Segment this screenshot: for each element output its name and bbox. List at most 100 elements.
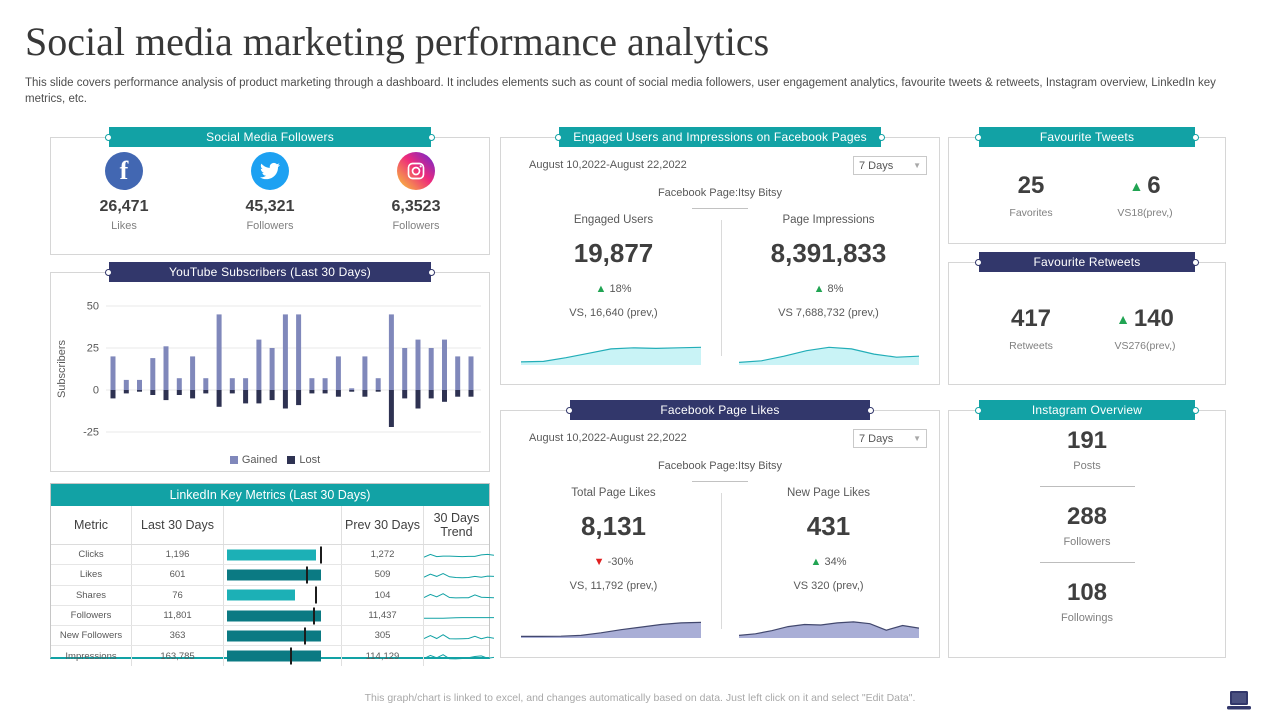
metric-name: New Followers bbox=[59, 630, 123, 642]
prev-30-days-value: 305 bbox=[341, 626, 423, 646]
trend-arrow-icon bbox=[596, 283, 610, 295]
instagram-overview-panel: Instagram Overview 191 Posts 288 Followers 1… bbox=[948, 400, 1226, 658]
metric-value: 8,391,833 bbox=[770, 238, 887, 268]
total-page-likes-metric: Total Page Likes 8,131 -30% VS, 11,792 (… bbox=[516, 487, 711, 592]
metric-value: 431 bbox=[806, 511, 851, 541]
instagram-stat-posts: 191 Posts bbox=[949, 427, 1225, 472]
vs-previous: VS276(prev,) bbox=[1114, 340, 1176, 352]
instagram-stat-followings: 108 Followings bbox=[949, 579, 1225, 624]
follower-label: Followers bbox=[246, 220, 294, 232]
metric-label: Followers bbox=[1063, 536, 1111, 548]
panel-header-favourite-retweets: Favourite Retweets bbox=[975, 252, 1199, 272]
prev-30-days-value: 1,272 bbox=[341, 545, 423, 565]
period-dropdown[interactable]: 7 Days ▼ bbox=[853, 429, 927, 448]
new-page-likes-metric: New Page Likes 431 34% VS 320 (prev,) bbox=[731, 487, 926, 592]
svg-text:Subscribers: Subscribers bbox=[56, 339, 68, 398]
period-dropdown[interactable]: 7 Days ▼ bbox=[853, 156, 927, 175]
table-row: New Followers 363 305 bbox=[51, 626, 494, 647]
handle-dot bbox=[105, 269, 112, 276]
page-impressions-metric: Page Impressions 8,391,833 8% VS 7,688,7… bbox=[731, 214, 926, 319]
trend-arrow-icon bbox=[811, 556, 825, 568]
delta-percent: 18% bbox=[609, 283, 632, 295]
linkedin-table-header: Metric Last 30 Days Prev 30 Days 30 Days Tr… bbox=[51, 506, 489, 545]
vs-previous: VS 7,688,732 (prev,) bbox=[778, 307, 879, 319]
trend-arrow-icon bbox=[1129, 178, 1147, 194]
last-30-days-value: 601 bbox=[131, 565, 223, 585]
panel-title: Favourite Tweets bbox=[1039, 130, 1135, 144]
table-row: Followers 11,801 11,437 bbox=[51, 605, 494, 627]
handle-dot bbox=[1192, 134, 1199, 141]
instagram-stat-followers: 288 Followers bbox=[949, 503, 1225, 548]
metric-value: 191 bbox=[1066, 427, 1108, 454]
chevron-down-icon: ▼ bbox=[913, 434, 921, 443]
vs-previous: VS, 11,792 (prev,) bbox=[569, 580, 658, 592]
new-page-likes-trend-chart bbox=[739, 621, 919, 638]
metric-name: Clicks bbox=[78, 549, 104, 561]
favourite-tweets-panel: Favourite Tweets 25 Favorites 6 VS18(pre… bbox=[948, 127, 1226, 244]
legend-label: Gained bbox=[241, 454, 278, 466]
metric-label: New Page Likes bbox=[786, 487, 871, 499]
legend-swatch bbox=[229, 456, 238, 464]
trend-sparkline bbox=[423, 565, 494, 585]
vs-previous: VS, 16,640 (prev,) bbox=[569, 307, 658, 319]
divider bbox=[692, 481, 748, 482]
linkedin-key-metrics-panel: LinkedIn Key Metrics (Last 30 Days) Metr… bbox=[50, 483, 494, 666]
metric-value: 8,131 bbox=[580, 511, 647, 541]
vs-previous: VS18(prev,) bbox=[1117, 207, 1173, 219]
instagram-icon bbox=[397, 152, 435, 190]
page-impressions-trend-chart bbox=[739, 346, 919, 365]
panel-title: LinkedIn Key Metrics (Last 30 Days) bbox=[169, 488, 371, 502]
table-row: Impressions 163,785 114,129 bbox=[51, 646, 494, 666]
favourite-retweets-panel: Favourite Retweets 417 Retweets 140 VS27… bbox=[948, 252, 1226, 385]
trend-sparkline bbox=[423, 626, 494, 646]
metric-value: 288 bbox=[1066, 503, 1108, 530]
retweets-count: 417 Retweets bbox=[971, 305, 1091, 352]
metric-label: Engaged Users bbox=[573, 214, 654, 226]
table-column-header: Last 30 Days bbox=[131, 506, 223, 544]
table-column-header: Metric bbox=[73, 518, 109, 532]
panel-header-social-media-followers: Social Media Followers bbox=[105, 127, 435, 147]
linkedin-table-body: Clicks 1,196 1,272 Likes 601 509 Shares 76 104 Fo… bbox=[51, 545, 494, 666]
panel-header-engaged-users: Engaged Users and Impressions on Faceboo… bbox=[555, 127, 885, 147]
last-30-days-value: 1,196 bbox=[131, 545, 223, 565]
follower-label: Followers bbox=[392, 220, 440, 232]
divider bbox=[1039, 562, 1135, 563]
panel-title: Facebook Page Likes bbox=[660, 403, 780, 417]
period-value: 7 Days bbox=[859, 159, 894, 172]
facebook-icon: f bbox=[105, 152, 143, 190]
page-title: Social media marketing performance analy… bbox=[25, 19, 770, 64]
handle-dot bbox=[878, 134, 885, 141]
trend-arrow-icon bbox=[594, 556, 608, 568]
social-media-followers-panel: Social Media Followers f 26,471 Likes 45,32… bbox=[50, 127, 490, 255]
follower-count: 26,471 bbox=[99, 198, 149, 215]
metric-name: Likes bbox=[79, 569, 103, 581]
svg-text:50: 50 bbox=[87, 301, 99, 313]
chart-legend: Gained Lost bbox=[51, 454, 489, 466]
favorites-delta: 6 VS18(prev,) bbox=[1085, 172, 1205, 219]
panel-title: Engaged Users and Impressions on Faceboo… bbox=[573, 130, 867, 144]
delta-percent: 8% bbox=[827, 283, 844, 295]
handle-dot bbox=[566, 407, 573, 414]
delta-value: 140 bbox=[1133, 305, 1174, 332]
facebook-page-label: Facebook Page:Itsy Bitsy bbox=[657, 187, 783, 199]
instagram-stats: 191 Posts 288 Followers 108 Followings bbox=[949, 427, 1225, 624]
prev-30-days-value: 509 bbox=[341, 565, 423, 585]
legend-swatch bbox=[287, 456, 296, 464]
follower-count: 45,321 bbox=[245, 198, 295, 215]
follower-stat-instagram: 6,3523 Followers bbox=[356, 152, 476, 232]
delta-percent: 34% bbox=[824, 556, 847, 568]
trend-arrow-icon bbox=[814, 283, 828, 295]
divider bbox=[692, 208, 748, 209]
panel-header-linkedin-key-metrics: LinkedIn Key Metrics (Last 30 Days) bbox=[51, 484, 489, 506]
facebook-page-label: Facebook Page:Itsy Bitsy bbox=[657, 460, 783, 472]
prev-30-days-value: 114,129 bbox=[341, 646, 423, 666]
svg-text:0: 0 bbox=[93, 385, 99, 397]
svg-text:-25: -25 bbox=[83, 427, 99, 439]
youtube-subscribers-panel: YouTube Subscribers (Last 30 Days) 50 25 0… bbox=[50, 262, 490, 472]
metric-name: Impressions bbox=[65, 650, 117, 662]
comparison-bar bbox=[223, 605, 341, 626]
engaged-users-trend-chart bbox=[521, 346, 701, 365]
metric-label: Followings bbox=[1061, 612, 1113, 624]
laptop-icon bbox=[1227, 691, 1251, 710]
metric-value: 25 bbox=[1017, 172, 1045, 199]
